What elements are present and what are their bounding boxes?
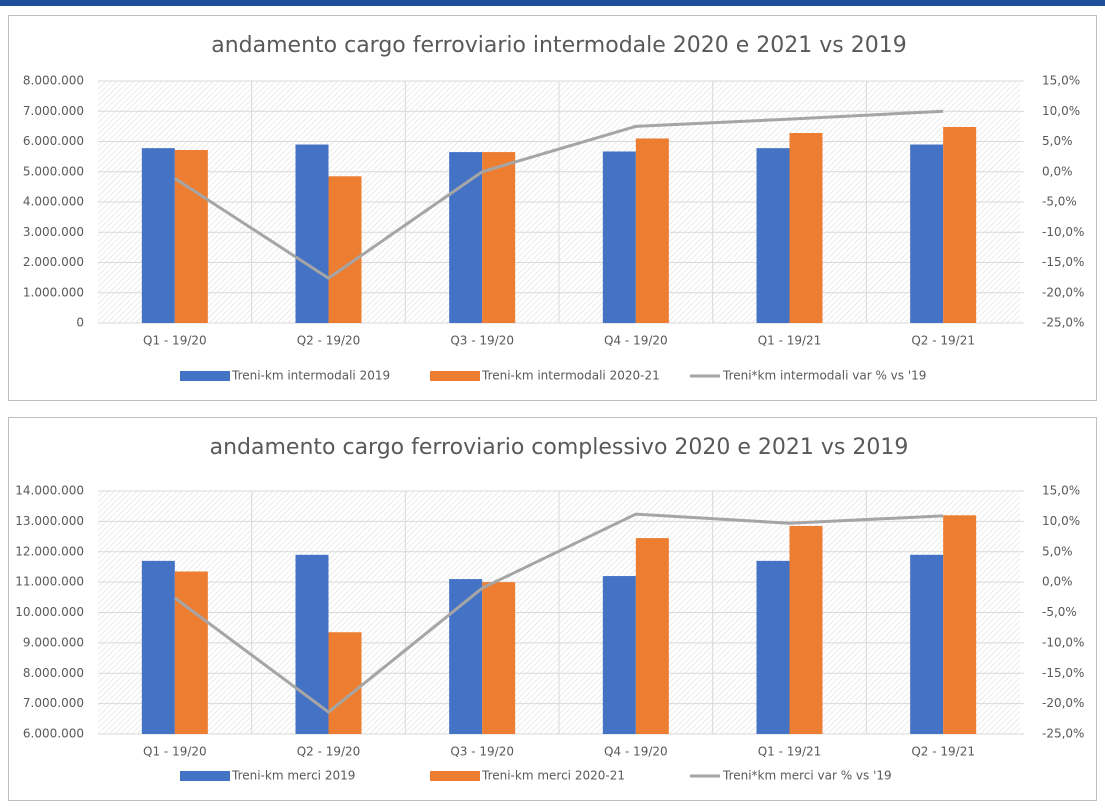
bar bbox=[756, 148, 790, 323]
y-tick-label: 6.000.000 bbox=[23, 134, 84, 148]
legend-swatch bbox=[430, 771, 480, 781]
x-tick-label: Q1 - 19/21 bbox=[758, 334, 822, 348]
y-tick-label: 2.000.000 bbox=[23, 255, 84, 269]
bar bbox=[328, 632, 362, 734]
y2-tick-label: -25,0% bbox=[1042, 316, 1084, 330]
bar bbox=[174, 149, 208, 323]
bar bbox=[174, 571, 208, 734]
y2-tick-label: -5,0% bbox=[1042, 605, 1077, 619]
bar bbox=[449, 579, 483, 734]
legend-swatch bbox=[180, 771, 230, 781]
x-tick-label: Q2 - 19/21 bbox=[911, 745, 975, 759]
bar bbox=[943, 515, 977, 734]
y-tick-label: 9.000.000 bbox=[23, 635, 84, 649]
y-tick-label: 5.000.000 bbox=[23, 164, 84, 178]
bar bbox=[910, 554, 944, 734]
y-tick-label: 8.000.000 bbox=[23, 74, 84, 88]
line bbox=[174, 109, 944, 281]
y2-tick-label: 5,0% bbox=[1042, 544, 1073, 558]
y2-tick-label: 10,0% bbox=[1042, 514, 1080, 528]
bar bbox=[295, 554, 329, 734]
y-tick-label: 14.000.000 bbox=[15, 484, 84, 498]
bar bbox=[789, 525, 823, 734]
bar bbox=[635, 538, 669, 734]
line bbox=[173, 512, 944, 715]
y2-tick-label: 15,0% bbox=[1042, 74, 1080, 88]
y-tick-label: 7.000.000 bbox=[23, 104, 84, 118]
chart-title: andamento cargo ferroviario intermodale … bbox=[211, 33, 907, 58]
y-tick-label: 8.000.000 bbox=[23, 666, 84, 680]
y-tick-label: 7.000.000 bbox=[23, 696, 84, 710]
legend-label: Treni*km merci var % vs '19 bbox=[722, 769, 892, 783]
y2-tick-label: 10,0% bbox=[1042, 104, 1080, 118]
bar bbox=[756, 560, 790, 734]
legend-label: Treni-km intermodali 2020-21 bbox=[481, 369, 660, 383]
y2-tick-label: -5,0% bbox=[1042, 195, 1077, 209]
x-tick-label: Q1 - 19/20 bbox=[143, 334, 207, 348]
y2-tick-label: -20,0% bbox=[1042, 696, 1084, 710]
legend-label: Treni-km intermodali 2019 bbox=[231, 369, 390, 383]
bar bbox=[141, 148, 175, 323]
y2-tick-label: -10,0% bbox=[1042, 635, 1084, 649]
y-tick-label: 0 bbox=[76, 316, 84, 330]
header-strip bbox=[0, 0, 1105, 6]
y2-tick-label: 15,0% bbox=[1042, 484, 1080, 498]
bar bbox=[602, 151, 636, 323]
bar bbox=[635, 138, 669, 323]
bar bbox=[943, 126, 977, 323]
y-tick-label: 3.000.000 bbox=[23, 225, 84, 239]
bar bbox=[449, 152, 483, 323]
y-tick-label: 12.000.000 bbox=[15, 544, 84, 558]
x-tick-label: Q2 - 19/20 bbox=[297, 334, 361, 348]
x-tick-label: Q4 - 19/20 bbox=[604, 334, 668, 348]
chart-title: andamento cargo ferroviario complessivo … bbox=[210, 435, 909, 460]
y2-tick-label: 0,0% bbox=[1042, 164, 1073, 178]
bar bbox=[328, 176, 362, 323]
y2-tick-label: -10,0% bbox=[1042, 225, 1084, 239]
y-tick-label: 13.000.000 bbox=[15, 514, 84, 528]
x-tick-label: Q2 - 19/20 bbox=[297, 745, 361, 759]
x-tick-label: Q3 - 19/20 bbox=[450, 745, 514, 759]
y-tick-label: 1.000.000 bbox=[23, 285, 84, 299]
x-tick-label: Q1 - 19/21 bbox=[758, 745, 822, 759]
y2-tick-label: -25,0% bbox=[1042, 727, 1084, 741]
y-tick-label: 4.000.000 bbox=[23, 195, 84, 209]
bar bbox=[141, 560, 175, 734]
bar bbox=[295, 144, 329, 323]
legend-label: Treni*km intermodali var % vs '19 bbox=[722, 369, 926, 383]
legend-swatch bbox=[430, 371, 480, 381]
y-tick-label: 10.000.000 bbox=[15, 605, 84, 619]
legend-swatch bbox=[180, 371, 230, 381]
y2-tick-label: 5,0% bbox=[1042, 134, 1073, 148]
legend-label: Treni-km merci 2020-21 bbox=[481, 769, 625, 783]
y2-tick-label: -20,0% bbox=[1042, 285, 1084, 299]
y2-tick-label: -15,0% bbox=[1042, 255, 1084, 269]
x-tick-label: Q2 - 19/21 bbox=[911, 334, 975, 348]
bar bbox=[482, 582, 516, 734]
x-tick-label: Q1 - 19/20 bbox=[143, 745, 207, 759]
x-tick-label: Q3 - 19/20 bbox=[450, 334, 514, 348]
y-tick-label: 6.000.000 bbox=[23, 727, 84, 741]
y-tick-label: 11.000.000 bbox=[15, 575, 84, 589]
y2-tick-label: 0,0% bbox=[1042, 575, 1073, 589]
bar bbox=[602, 576, 636, 734]
legend-label: Treni-km merci 2019 bbox=[231, 769, 355, 783]
y2-tick-label: -15,0% bbox=[1042, 666, 1084, 680]
bar bbox=[910, 144, 944, 323]
x-tick-label: Q4 - 19/20 bbox=[604, 745, 668, 759]
bar bbox=[789, 133, 823, 323]
bar bbox=[482, 152, 516, 323]
